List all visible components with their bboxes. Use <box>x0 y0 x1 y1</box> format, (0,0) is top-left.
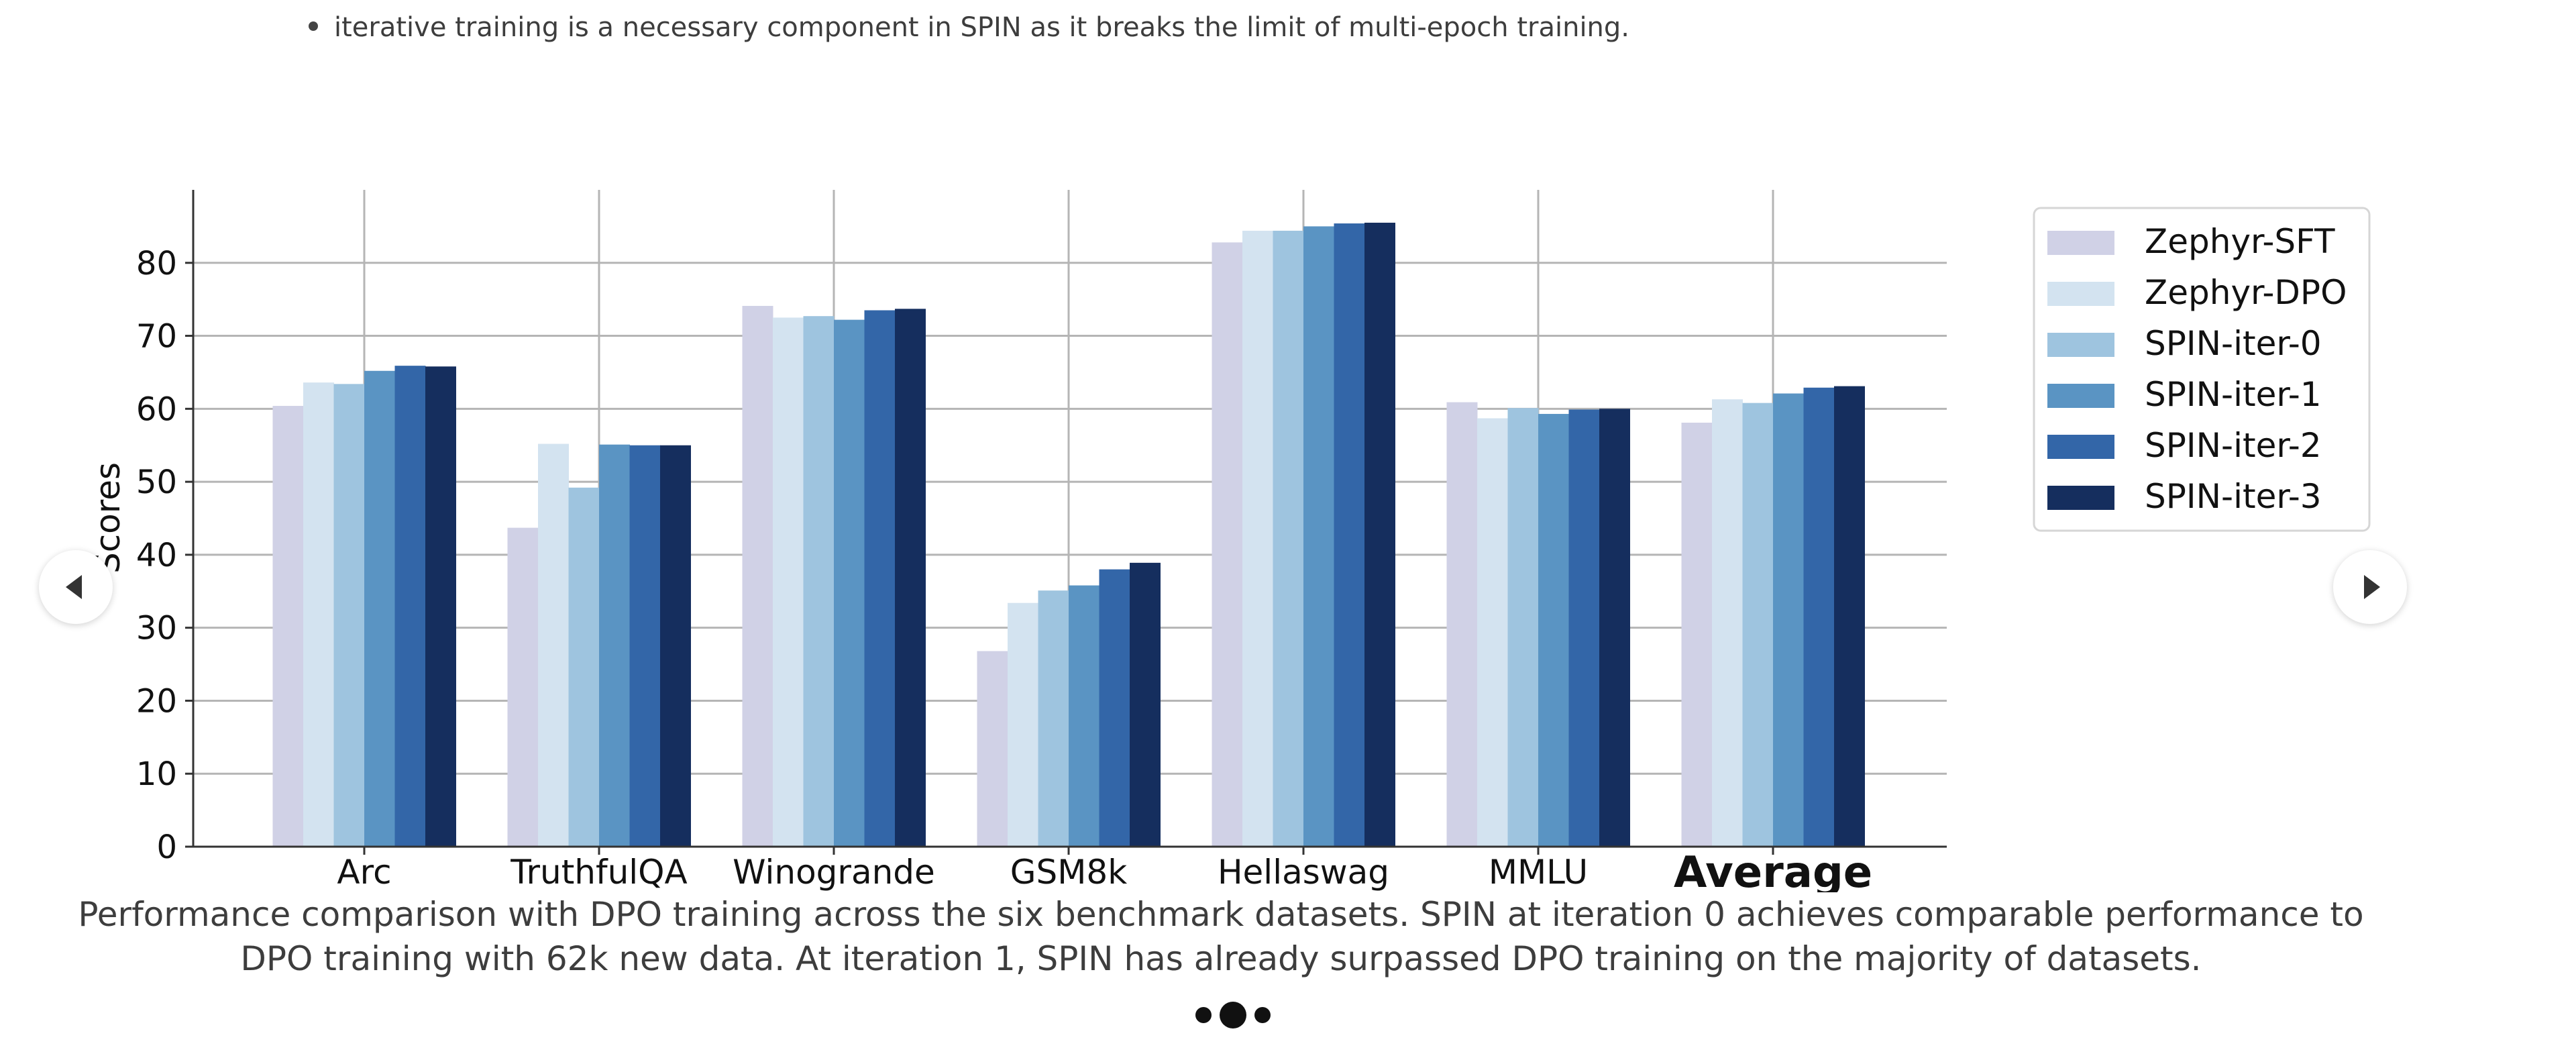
pager-dot[interactable] <box>1195 1007 1212 1023</box>
bar-spin-iter-3 <box>895 309 926 847</box>
x-tick-label: Average <box>1674 848 1872 892</box>
bar-spin-iter-2 <box>394 366 426 847</box>
bar-zephyr-dpo <box>773 317 804 847</box>
bar-spin-iter-1 <box>599 444 630 847</box>
bar-zephyr-sft <box>1212 242 1243 847</box>
bar-spin-iter-2 <box>864 310 896 847</box>
bar-spin-iter-2 <box>629 445 661 847</box>
legend-label: SPIN-iter-1 <box>2145 375 2322 414</box>
x-tick-label: Arc <box>337 853 391 892</box>
legend-label: Zephyr-SFT <box>2145 222 2335 261</box>
bar-zephyr-sft <box>272 405 304 847</box>
bar-spin-iter-1 <box>1773 393 1804 847</box>
x-tick-label: Winogrande <box>733 853 935 892</box>
pager-dot[interactable] <box>1254 1007 1271 1023</box>
bullet-text: iterative training is a necessary compon… <box>334 12 1630 43</box>
chevron-right-icon <box>2364 575 2380 599</box>
bar-zephyr-dpo <box>1008 602 1038 847</box>
bar-spin-iter-2 <box>1334 223 1365 847</box>
previous-slide-button[interactable] <box>39 550 113 624</box>
y-tick-label: 20 <box>136 682 177 720</box>
bar-spin-iter-3 <box>425 366 456 847</box>
bar-zephyr-sft <box>977 651 1008 847</box>
carousel-pager <box>1179 998 1287 1032</box>
legend-box <box>2033 207 2371 532</box>
bar-zephyr-sft <box>742 305 773 847</box>
y-tick-label: 0 <box>156 829 177 866</box>
bar-zephyr-dpo <box>538 443 569 847</box>
y-tick-label: 40 <box>136 537 177 574</box>
bar-spin-iter-0 <box>1742 403 1774 847</box>
bullet-dot-icon <box>309 21 318 31</box>
bar-spin-iter-0 <box>1038 590 1069 847</box>
y-tick-label: 70 <box>136 318 177 356</box>
bar-spin-iter-1 <box>1069 585 1099 847</box>
bar-spin-iter-1 <box>1538 413 1569 847</box>
bar-spin-iter-3 <box>660 445 691 847</box>
bullet-item: iterative training is a necessary compon… <box>309 12 1629 43</box>
x-tick-label: TruthfulQA <box>510 853 687 892</box>
y-tick-label: 30 <box>136 610 177 647</box>
bar-spin-iter-0 <box>333 384 365 847</box>
chevron-left-icon <box>66 575 82 599</box>
bar-chart: 0 10 20 30 40 50 60 70 80 Arc TruthfulQA Winogrande… <box>89 190 2371 892</box>
legend-swatch <box>2047 486 2114 510</box>
next-slide-button[interactable] <box>2333 550 2407 624</box>
bar-spin-iter-3 <box>1364 222 1395 847</box>
y-tick-label: 80 <box>136 245 177 282</box>
bar-spin-iter-2 <box>1568 409 1600 847</box>
bar-spin-iter-2 <box>1099 569 1130 847</box>
legend-label: SPIN-iter-0 <box>2145 324 2322 363</box>
bar-spin-iter-1 <box>364 370 395 847</box>
bar-zephyr-sft <box>1681 423 1713 847</box>
bar-spin-iter-0 <box>1273 230 1304 847</box>
bar-zephyr-dpo <box>1242 230 1273 847</box>
bar-spin-iter-0 <box>568 487 600 847</box>
legend-label: Zephyr-DPO <box>2145 273 2347 312</box>
legend-label: SPIN-iter-2 <box>2145 426 2322 465</box>
bar-zephyr-sft <box>507 527 539 847</box>
bar-zephyr-dpo <box>303 382 334 847</box>
legend-label: SPIN-iter-3 <box>2145 477 2322 516</box>
legend-swatch <box>2047 333 2114 357</box>
bar-zephyr-dpo <box>1477 418 1508 847</box>
y-tick-label: 50 <box>136 464 177 501</box>
bar-spin-iter-1 <box>834 319 865 847</box>
y-tick-label: 10 <box>136 755 177 793</box>
bar-spin-iter-3 <box>1834 386 1865 847</box>
legend-swatch <box>2047 435 2114 459</box>
pager-dot-active[interactable] <box>1220 1002 1246 1028</box>
bar-spin-iter-0 <box>803 316 835 847</box>
bar-spin-iter-3 <box>1599 409 1630 847</box>
legend-swatch <box>2047 282 2114 306</box>
y-tick-label: 60 <box>136 390 177 428</box>
bar-zephyr-dpo <box>1712 399 1743 847</box>
bar-spin-iter-0 <box>1507 408 1539 847</box>
bar-spin-iter-2 <box>1803 387 1835 847</box>
x-tick-label: Hellaswag <box>1218 853 1389 892</box>
bar-spin-iter-1 <box>1303 226 1334 847</box>
bar-spin-iter-3 <box>1130 562 1161 847</box>
x-tick-label: MMLU <box>1489 853 1588 892</box>
x-tick-label: GSM8k <box>1010 853 1127 892</box>
figure-caption: Performance comparison with DPO training… <box>78 895 2364 978</box>
legend-swatch <box>2047 384 2114 408</box>
legend-swatch <box>2047 231 2114 255</box>
bar-zephyr-sft <box>1446 402 1478 847</box>
